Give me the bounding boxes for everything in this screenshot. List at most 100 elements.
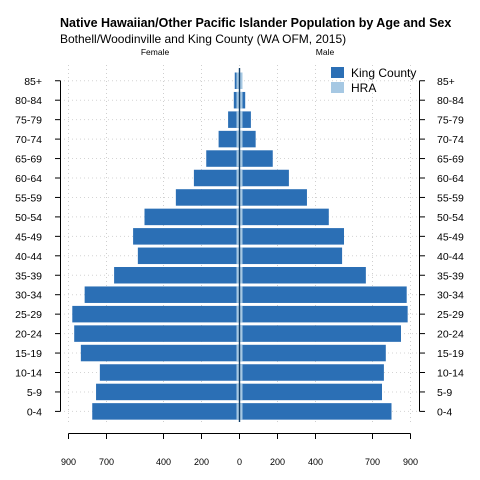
age-tick-label-right: 15-19 — [437, 348, 464, 360]
bar-female-hra — [236, 150, 240, 167]
age-tick-label-left: 50-54 — [15, 212, 42, 224]
bar-female-king-county — [228, 111, 240, 128]
age-tick-label-left: 0-4 — [27, 406, 42, 418]
bar-female-hra — [236, 228, 240, 245]
age-tick-label-left: 35-39 — [15, 270, 42, 282]
bar-female-king-county — [72, 305, 240, 323]
bar-female-hra — [236, 130, 240, 148]
bar-male-hra — [239, 344, 243, 362]
bar-female-hra — [236, 403, 240, 420]
bar-female-king-county — [175, 189, 240, 206]
x-tick-label: 400 — [308, 457, 323, 467]
bar-male-king-county — [239, 111, 251, 128]
age-tick-label-right: 10-14 — [437, 368, 464, 380]
bar-male-king-county — [239, 403, 392, 420]
bar-male-hra — [239, 305, 243, 323]
bar-male-hra — [239, 150, 243, 167]
bar-female-king-county — [80, 344, 240, 362]
bar-male-king-county — [239, 383, 382, 401]
bar-male-hra — [239, 364, 243, 381]
bar-male-king-county — [239, 208, 329, 226]
male-label: Male — [316, 47, 335, 57]
bar-female-hra — [236, 169, 240, 187]
female-label: Female — [141, 47, 170, 57]
bar-male-king-county — [239, 267, 366, 284]
x-tick-label: 700 — [99, 457, 114, 467]
bar-female-hra — [236, 189, 240, 206]
age-tick-label-right: 85+ — [437, 76, 455, 88]
age-tick-label-left: 55-59 — [15, 192, 42, 204]
legend-label-hra: HRA — [351, 81, 376, 95]
bar-female-king-county — [84, 286, 240, 303]
chart-subtitle: Bothell/Woodinville and King County (WA … — [60, 32, 346, 46]
bar-male-hra — [239, 247, 243, 265]
bar-female-king-county — [193, 169, 240, 187]
bar-male-king-county — [239, 247, 343, 265]
legend-swatch-hra — [331, 82, 344, 93]
bar-male-king-county — [239, 344, 386, 362]
bar-male-hra — [239, 286, 243, 303]
bar-male-hra — [239, 189, 243, 206]
chart-title: Native Hawaiian/Other Pacific Islander P… — [60, 16, 451, 30]
age-tick-label-right: 40-44 — [437, 251, 464, 263]
bar-female-king-county — [206, 150, 240, 167]
bar-female-hra — [236, 305, 240, 323]
age-tick-label-right: 65-69 — [437, 154, 464, 166]
bar-female-hra — [236, 325, 240, 342]
age-tick-label-left: 15-19 — [15, 348, 42, 360]
bar-male-king-county — [239, 130, 256, 148]
bar-male-hra — [239, 403, 243, 420]
age-tick-label-right: 60-64 — [437, 173, 464, 185]
bar-male-king-county — [239, 169, 289, 187]
age-tick-label-right: 50-54 — [437, 212, 464, 224]
age-tick-label-left: 65-69 — [15, 154, 42, 166]
age-tick-label-left: 85+ — [24, 76, 42, 88]
age-tick-label-left: 45-49 — [15, 231, 42, 243]
age-tick-label-right: 80-84 — [437, 95, 464, 107]
age-tick-label-left: 25-29 — [15, 309, 42, 321]
bar-male-hra — [239, 91, 243, 109]
bar-male-hra — [239, 383, 243, 401]
bar-male-king-county — [239, 228, 344, 245]
age-tick-label-right: 55-59 — [437, 192, 464, 204]
bar-male-hra — [239, 111, 243, 128]
bar-female-king-county — [137, 247, 240, 265]
age-tick-label-right: 75-79 — [437, 115, 464, 127]
bar-male-king-county — [239, 325, 401, 342]
age-tick-label-left: 10-14 — [15, 368, 42, 380]
age-tick-label-right: 25-29 — [437, 309, 464, 321]
bar-male-hra — [239, 72, 243, 89]
x-tick-label: 700 — [365, 457, 380, 467]
bar-female-hra — [236, 383, 240, 401]
legend-swatch-king-county — [331, 67, 344, 78]
bar-female-king-county — [99, 364, 240, 381]
bar-female-king-county — [74, 325, 240, 342]
age-tick-label-left: 5-9 — [27, 387, 42, 399]
bar-female-king-county — [218, 130, 240, 148]
x-tick-label: 900 — [61, 457, 76, 467]
bar-female-hra — [236, 267, 240, 284]
bar-female-hra — [236, 364, 240, 381]
bar-female-hra — [236, 72, 240, 89]
age-tick-label-left: 60-64 — [15, 173, 42, 185]
axis-layer: 0-4 0-4 5-9 5-9 10-14 10-14 15-19 15-19 20-24 20-… — [15, 76, 464, 467]
bar-male-hra — [239, 228, 243, 245]
age-tick-label-right: 35-39 — [437, 270, 464, 282]
age-tick-label-right: 20-24 — [437, 329, 464, 341]
x-tick-label: 200 — [270, 457, 285, 467]
x-tick-label: 400 — [156, 457, 171, 467]
bar-male-hra — [239, 130, 243, 148]
bar-male-king-county — [239, 286, 407, 303]
x-tick-label: 900 — [403, 457, 418, 467]
age-tick-label-right: 0-4 — [437, 406, 452, 418]
bar-female-hra — [236, 111, 240, 128]
age-tick-label-left: 40-44 — [15, 251, 42, 263]
bar-male-king-county — [239, 305, 408, 323]
x-tick-label: 0 — [237, 457, 242, 467]
bar-female-hra — [236, 286, 240, 303]
age-tick-label-left: 70-74 — [15, 134, 42, 146]
bar-female-king-county — [96, 383, 240, 401]
bar-male-hra — [239, 169, 243, 187]
age-tick-label-right: 5-9 — [437, 387, 452, 399]
bar-male-hra — [239, 267, 243, 284]
